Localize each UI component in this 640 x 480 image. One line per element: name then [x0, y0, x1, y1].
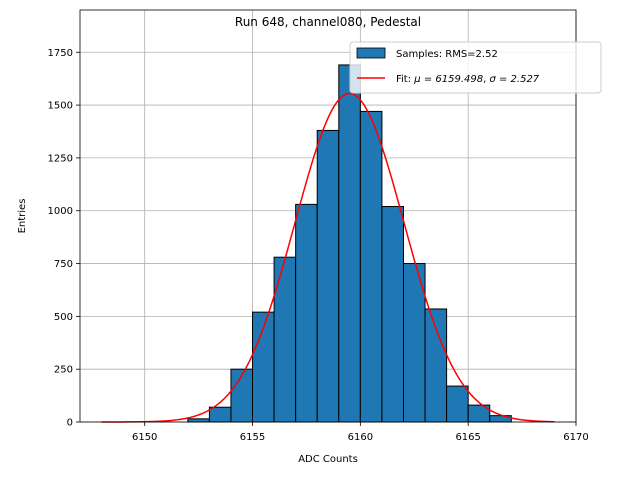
- histogram-bar: [295, 203, 318, 423]
- y-tick-label: 1250: [48, 153, 73, 164]
- histogram-bar: [187, 418, 210, 423]
- x-tick-label: 6170: [563, 432, 588, 443]
- x-tick-label: 6160: [348, 432, 373, 443]
- x-tick-label: 6165: [455, 432, 480, 443]
- y-axis-ticks: 0 250 500 750 1000 1250 1500 1750: [48, 48, 80, 429]
- y-tick-label: 1750: [48, 48, 73, 59]
- histogram-bar: [230, 368, 254, 423]
- histogram-bar: [338, 64, 361, 423]
- histogram-bar: [359, 110, 383, 423]
- legend-fit-sigma: σ = 2.527: [489, 74, 539, 85]
- histogram-bar: [424, 308, 448, 423]
- histogram-bar: [446, 385, 469, 423]
- histogram-bar: [316, 129, 340, 423]
- y-tick-label: 750: [54, 259, 73, 270]
- legend-box: [349, 41, 602, 94]
- fit-curve: [101, 92, 555, 423]
- y-tick-label: 1500: [48, 101, 73, 112]
- legend-fit-label: Fit: μ = 6159.498, σ = 2.527: [396, 74, 540, 85]
- x-axis-ticks: 6150 6155 6160 6165 6170: [132, 422, 589, 443]
- y-tick-label: 500: [54, 312, 73, 323]
- x-tick-label: 6155: [240, 432, 265, 443]
- legend-fit-mu: μ = 6159.498: [413, 74, 483, 85]
- plot-area-frame: [79, 9, 577, 423]
- chart-title: Run 648, channel080, Pedestal: [235, 15, 421, 29]
- legend-samples-swatch: [356, 47, 386, 59]
- x-axis-label: ADC Counts: [298, 454, 358, 465]
- legend: Samples: RMS=2.52 Fit: μ = 6159.498, σ =…: [349, 41, 602, 94]
- histogram-bar: [273, 256, 297, 423]
- y-tick-label: 1000: [48, 206, 73, 217]
- histogram-bar: [381, 205, 404, 423]
- legend-samples-label: Samples: RMS=2.52: [396, 49, 498, 60]
- x-tick-label: 6150: [132, 432, 157, 443]
- y-tick-label: 250: [54, 365, 73, 376]
- histogram-bar: [208, 406, 232, 423]
- y-axis-label: Entries: [17, 199, 28, 234]
- histogram-bars: [187, 64, 512, 423]
- y-tick-label: 0: [67, 418, 73, 429]
